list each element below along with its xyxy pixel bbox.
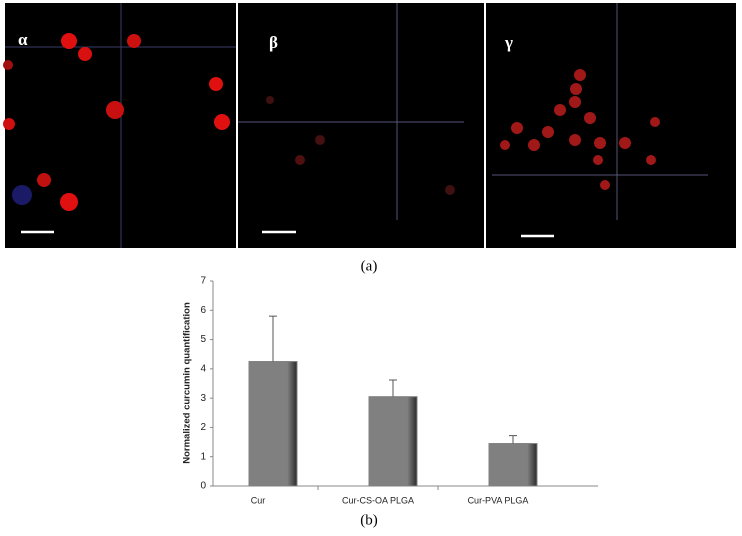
y-tick-label: 1 xyxy=(200,451,206,462)
y-tick-label: 6 xyxy=(200,305,206,316)
panel-label: γ xyxy=(504,33,513,52)
micrograph-beta xyxy=(238,3,484,248)
micrograph-gamma xyxy=(486,3,736,248)
panel-label: α xyxy=(18,30,28,49)
y-tick-label: 0 xyxy=(200,481,206,492)
y-tick-label: 4 xyxy=(200,363,206,374)
bar xyxy=(248,361,298,487)
y-tick-label: 7 xyxy=(200,276,206,287)
micrograph-alpha xyxy=(3,3,236,248)
bar xyxy=(368,396,418,487)
x-tick-label: Cur-CS-OA PLGA xyxy=(342,495,414,505)
x-tick-label: Cur xyxy=(251,495,266,505)
panel-label: β xyxy=(269,33,278,52)
x-tick-label: Cur-PVA PLGA xyxy=(468,495,529,505)
caption: (b) xyxy=(360,512,378,528)
bar xyxy=(488,443,538,487)
y-tick-label: 5 xyxy=(200,334,206,345)
y-tick-label: 2 xyxy=(200,422,206,433)
y-axis-title: Normalized curcumin quantification xyxy=(182,302,193,464)
y-tick-label: 3 xyxy=(200,393,206,404)
caption: (a) xyxy=(361,258,378,274)
